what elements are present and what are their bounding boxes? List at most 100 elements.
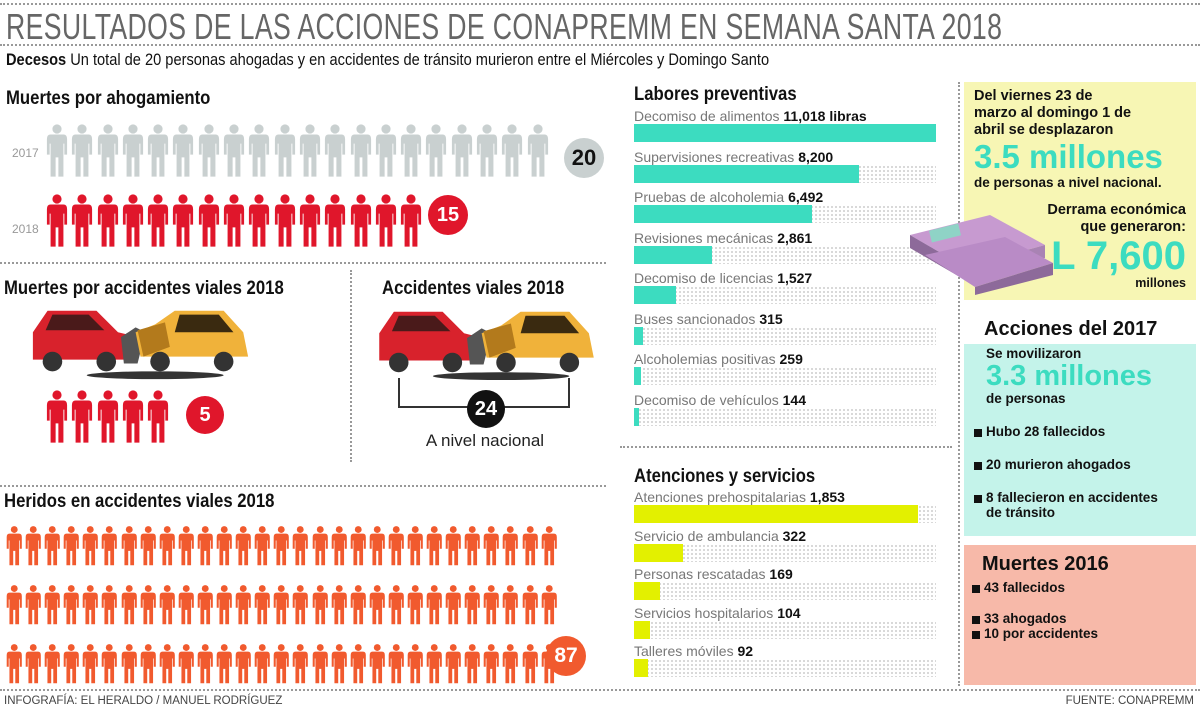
- person-icon: [147, 122, 169, 180]
- person-icon: [273, 638, 290, 690]
- bar: [634, 659, 649, 677]
- bar-track: [634, 620, 936, 639]
- bar-label: Servicio de ambulancia 322: [634, 528, 806, 544]
- person-icon: [25, 638, 42, 690]
- person-icon: [274, 192, 296, 250]
- bar-value-label: 144: [782, 391, 806, 408]
- person-icon: [101, 579, 118, 631]
- person-icon: [254, 638, 271, 690]
- person-icon: [527, 122, 549, 180]
- person-icon: [369, 520, 386, 572]
- person-icon: [147, 192, 169, 250]
- person-icon: [522, 520, 539, 572]
- bar-category: Decomiso de licencias: [634, 270, 774, 286]
- bar-track: [634, 164, 936, 183]
- bar-category: Supervisiones recreativas: [634, 148, 795, 165]
- preventive-title: Labores preventivas: [634, 84, 797, 105]
- person-icon: [223, 122, 245, 180]
- bar-track: [634, 367, 936, 385]
- bar-value-label: 11,018 libras: [783, 108, 867, 124]
- person-icon: [122, 388, 144, 446]
- bar-track: [634, 245, 936, 264]
- person-icon: [82, 638, 99, 690]
- bar-label: Buses sancionados 315: [634, 311, 783, 327]
- person-icon: [121, 638, 138, 690]
- bar-track: [634, 505, 936, 523]
- person-icon: [502, 520, 519, 572]
- bar-category: Servicio de ambulancia: [634, 527, 779, 544]
- person-icon: [44, 520, 61, 572]
- person-icon: [97, 388, 119, 446]
- person-icon: [97, 122, 119, 180]
- actions-2017-big-number: 3.3 millones: [986, 360, 1153, 392]
- bar-category: Servicios hospitalarios: [634, 604, 774, 621]
- person-icon: [273, 579, 290, 631]
- road-deaths-title: Muertes por accidentes viales 2018: [4, 278, 284, 299]
- person-icon: [502, 579, 519, 631]
- bar-track: [634, 543, 936, 562]
- person-icon: [273, 520, 290, 572]
- person-icon: [331, 520, 348, 572]
- person-icon: [71, 388, 93, 446]
- road-deaths-pictogram: [46, 388, 172, 446]
- bar-track: [634, 205, 936, 223]
- person-icon: [331, 638, 348, 690]
- person-icon: [46, 388, 68, 446]
- person-icon: [312, 638, 329, 690]
- bar-category: Talleres móviles: [634, 643, 734, 659]
- road-deaths-count-badge: 5: [186, 396, 224, 434]
- person-icon: [197, 579, 214, 631]
- person-icon: [445, 579, 462, 631]
- bar-label: Personas rescatadas 169: [634, 566, 793, 582]
- person-icon: [223, 192, 245, 250]
- bar: [634, 286, 676, 304]
- source: FUENTE: CONAPREMM: [1065, 695, 1194, 707]
- person-icon: [464, 520, 481, 572]
- person-icon: [522, 579, 539, 631]
- person-icon: [159, 520, 176, 572]
- person-icon: [6, 638, 23, 690]
- bar-category: Pruebas de alcoholemia: [634, 189, 785, 205]
- person-icon: [451, 122, 473, 180]
- person-icon: [122, 122, 144, 180]
- subtitle-text: Un total de 20 personas ahogadas y en ac…: [70, 50, 770, 69]
- travel-outro: de personas a nivel nacional.: [974, 175, 1162, 190]
- economy-value: L 7,600: [1051, 234, 1186, 278]
- car-crash-illustration: [28, 302, 253, 382]
- person-icon: [400, 122, 422, 180]
- bar-label: Supervisiones recreativas 8,200: [634, 149, 833, 165]
- bar: [634, 543, 684, 562]
- bar-label: Talleres móviles 92: [634, 643, 753, 659]
- bar: [634, 205, 812, 223]
- person-icon: [216, 638, 233, 690]
- services-title: Atenciones y servicios: [634, 466, 816, 487]
- bar-label: Alcoholemias positivas 259: [634, 351, 803, 367]
- person-icon: [426, 520, 443, 572]
- bar: [634, 367, 642, 385]
- person-icon: [44, 638, 61, 690]
- bar-value-label: 315: [759, 310, 783, 327]
- bullet-item: 8 fallecieron en accidentes de tránsito: [974, 490, 1174, 520]
- person-icon: [197, 520, 214, 572]
- person-icon: [63, 520, 80, 572]
- bar-category: Buses sancionados: [634, 310, 756, 327]
- person-icon: [324, 192, 346, 250]
- person-icon: [121, 520, 138, 572]
- bar-value-label: 169: [769, 566, 793, 582]
- person-icon: [501, 122, 523, 180]
- person-icon: [63, 638, 80, 690]
- person-icon: [159, 579, 176, 631]
- bar-value-label: 92: [737, 643, 754, 659]
- person-icon: [46, 122, 68, 180]
- person-icon: [464, 638, 481, 690]
- travel-big-number: 3.5 millones: [974, 138, 1163, 175]
- subtitle: Decesos Un total de 20 personas ahogadas…: [6, 50, 769, 70]
- person-icon: [350, 638, 367, 690]
- person-icon: [299, 122, 321, 180]
- person-icon: [331, 579, 348, 631]
- actions-2017-outro: de personas: [986, 391, 1066, 406]
- bar: [634, 326, 643, 345]
- bar-value-label: 1,853: [809, 489, 845, 505]
- person-icon: [541, 579, 558, 631]
- actions-2017-intro: Se movilizaron: [986, 346, 1082, 361]
